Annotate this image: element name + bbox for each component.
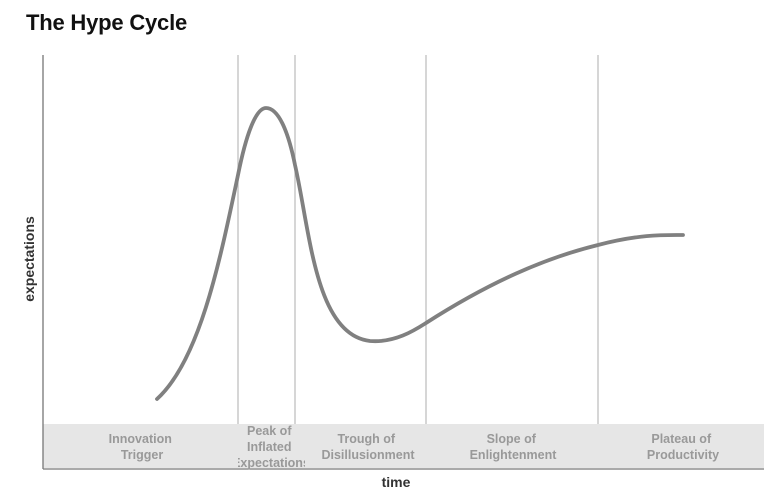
phase-line: Expectations bbox=[232, 456, 310, 470]
phase-label-innovation-trigger: Innovation Trigger bbox=[109, 432, 176, 462]
hype-curve bbox=[155, 106, 685, 401]
phase-label-slope-of-enlightenment: Slope of Enlightenment bbox=[470, 432, 558, 462]
x-axis-label: time bbox=[382, 474, 411, 490]
phase-band bbox=[43, 424, 764, 468]
phase-line: Enlightenment bbox=[470, 448, 558, 462]
phase-line: Productivity bbox=[647, 448, 719, 462]
phase-line: Innovation bbox=[109, 432, 172, 446]
phase-label-trough-of-disillusionment: Trough of Disillusionment bbox=[321, 432, 415, 462]
phase-line: Inflated bbox=[247, 440, 291, 454]
phase-dividers bbox=[237, 55, 599, 424]
diagram-title: The Hype Cycle bbox=[26, 10, 188, 35]
phase-line: Disillusionment bbox=[321, 448, 415, 462]
phase-line: Plateau of bbox=[651, 432, 712, 446]
phase-line: Trigger bbox=[121, 448, 164, 462]
phase-line: Trough of bbox=[337, 432, 395, 446]
phase-line: Slope of bbox=[487, 432, 537, 446]
phase-label-plateau-of-productivity: Plateau of Productivity bbox=[647, 432, 719, 462]
phase-line: Peak of bbox=[247, 424, 292, 438]
phase-label-peak-of-inflated-expectations: Peak of Inflated Expectations bbox=[232, 424, 310, 470]
y-axis-label: expectations bbox=[21, 216, 37, 302]
